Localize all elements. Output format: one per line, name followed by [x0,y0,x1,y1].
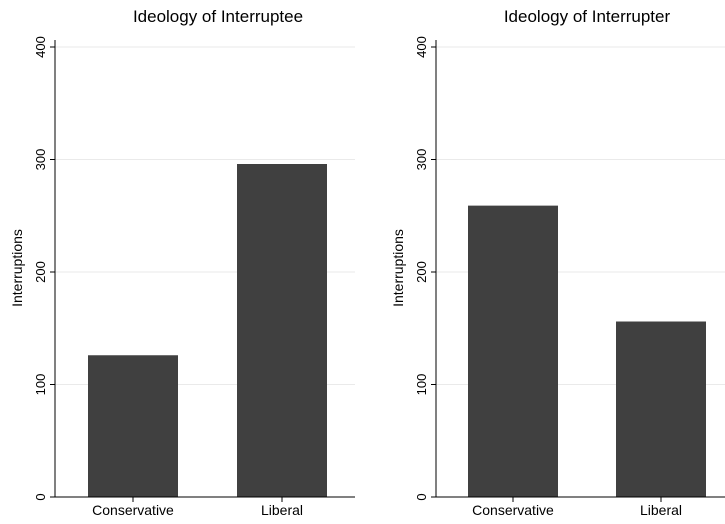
y-tick-label: 400 [33,36,48,58]
bar-liberal [237,164,327,497]
bar-liberal [616,321,706,497]
y-tick-label: 200 [33,261,48,283]
x-tick-label: Liberal [261,502,303,518]
bar-conservative [88,355,178,497]
panel-interruptee: Ideology of Interruptee 0 100 200 300 40… [9,7,355,518]
bar-conservative [468,205,558,497]
panel-title: Ideology of Interruptee [133,7,303,26]
y-axis-label: Interruptions [9,229,25,307]
y-tick-label: 300 [33,149,48,171]
y-ticks: 0 100 200 300 400 [33,36,55,501]
bars [468,205,706,497]
y-tick-label: 400 [414,36,429,58]
panel-interrupter: Ideology of Interrupter 0 100 200 300 40… [390,7,725,518]
y-tick-label: 0 [414,493,429,500]
y-tick-label: 0 [33,493,48,500]
x-tick-label: Conservative [472,502,554,518]
bars [88,164,327,497]
panel-title: Ideology of Interrupter [504,7,671,26]
y-tick-label: 100 [33,374,48,396]
y-ticks: 0 100 200 300 400 [414,36,436,501]
x-tick-label: Conservative [92,502,174,518]
y-tick-label: 100 [414,374,429,396]
y-tick-label: 300 [414,149,429,171]
x-tick-labels: Conservative Liberal [92,497,303,518]
x-tick-labels: Conservative Liberal [472,497,682,518]
x-tick-label: Liberal [640,502,682,518]
y-axis-label: Interruptions [390,229,406,307]
y-tick-label: 200 [414,261,429,283]
